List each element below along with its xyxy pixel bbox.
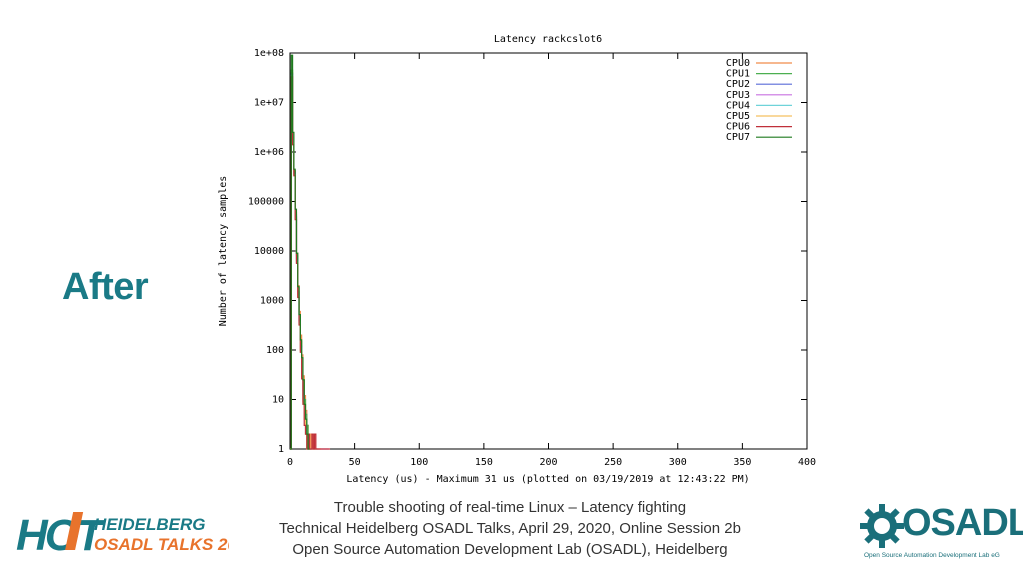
y-tick-label: 10000 — [254, 246, 284, 257]
footer: Trouble shooting of real-time Linux – La… — [250, 497, 770, 560]
x-tick-label: 150 — [475, 457, 493, 468]
legend-label-cpu0: CPU0 — [726, 58, 750, 69]
series-line-cpu5 — [290, 75, 322, 450]
legend-label-cpu7: CPU7 — [726, 132, 750, 143]
gear-icon — [860, 504, 904, 548]
y-tick-label: 1e+07 — [254, 98, 284, 109]
latency-chart: Latency rackcslot6 110100100010000100000… — [218, 34, 816, 485]
slide-title: After — [62, 266, 149, 308]
y-tick-label: 1 — [278, 444, 284, 455]
x-tick-label: 250 — [604, 457, 622, 468]
x-tick-label: 50 — [349, 457, 361, 468]
legend-label-cpu3: CPU3 — [726, 90, 750, 101]
hot-logo: HOT HEIDELBERG OSADL TALKS 2020 — [16, 511, 229, 558]
hot-logo-line-1: HEIDELBERG — [94, 515, 205, 534]
y-tick-label: 10 — [272, 395, 284, 406]
legend-label-cpu1: CPU1 — [726, 69, 750, 80]
series-line-cpu3 — [290, 74, 329, 450]
hot-logo-mark: HOT — [16, 511, 106, 558]
osadl-wordmark: OSADL — [902, 502, 1023, 544]
footer-line-2: Technical Heidelberg OSADL Talks, April … — [279, 520, 741, 537]
hot-logo-accent — [65, 512, 84, 550]
x-axis: 0 50 100 150 200 250 300 350 400 — [287, 53, 816, 468]
y-tick-label: 1e+06 — [254, 147, 284, 158]
series-line-cpu7 — [290, 54, 310, 450]
x-tick-label: 300 — [669, 457, 687, 468]
series-lines — [290, 54, 331, 450]
x-tick-label: 0 — [287, 457, 293, 468]
footer-line-1: Trouble shooting of real-time Linux – La… — [333, 499, 687, 516]
x-tick-label: 350 — [733, 457, 751, 468]
y-tick-label: 100000 — [248, 197, 284, 208]
y-tick-label: 100 — [266, 345, 284, 356]
legend-label-cpu4: CPU4 — [726, 100, 750, 111]
y-tick-label: 1000 — [260, 296, 284, 307]
x-tick-label: 400 — [798, 457, 816, 468]
x-axis-label: Latency (us) - Maximum 31 us (plotted on… — [346, 474, 749, 485]
hot-logo-line-2: OSADL TALKS 2020 — [94, 535, 229, 554]
y-tick-label: 1e+08 — [254, 48, 284, 59]
legend-label-cpu2: CPU2 — [726, 79, 750, 90]
series-line-cpu6 — [290, 76, 331, 450]
osadl-logo: OSADL Open Source Automation Development… — [858, 500, 1023, 566]
chart-title: Latency rackcslot6 — [494, 34, 602, 45]
legend-label-cpu5: CPU5 — [726, 111, 750, 122]
footer-line-3: Open Source Automation Development Lab (… — [292, 541, 728, 558]
x-tick-label: 200 — [539, 457, 557, 468]
x-tick-label: 100 — [410, 457, 428, 468]
y-axis: 1 10 100 1000 10000 100000 1e+06 1e+07 1e+08 — [248, 48, 807, 455]
osadl-subtitle: Open Source Automation Development Lab e… — [864, 552, 1000, 559]
y-axis-label: Number of latency samples — [218, 176, 229, 327]
legend-label-cpu6: CPU6 — [726, 122, 750, 133]
